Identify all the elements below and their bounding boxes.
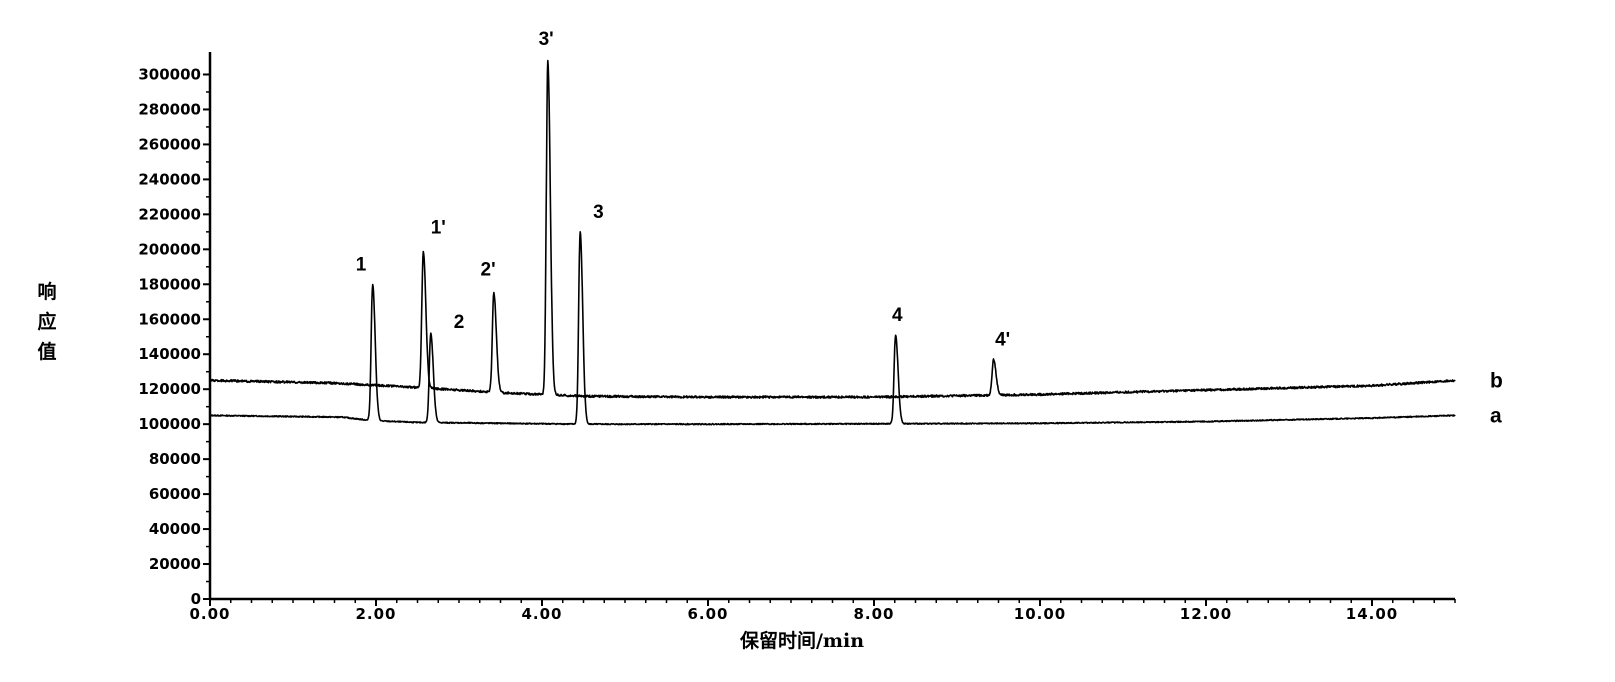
y-tick-label: 260000 bbox=[138, 135, 201, 153]
x-tick-label: 6.00 bbox=[687, 605, 728, 623]
x-tick-label: 0.00 bbox=[189, 605, 230, 623]
series-label-b: b bbox=[1490, 369, 1503, 392]
y-axis-ticks: 0 20000 40000 60000 80000 100000 120000 140000 1… bbox=[138, 65, 210, 608]
y-axis-title-char: 应 bbox=[37, 310, 56, 333]
series-line-a bbox=[209, 231, 1456, 426]
series-labels: ab bbox=[1490, 369, 1503, 427]
x-tick-label: 2.00 bbox=[355, 605, 396, 623]
x-tick-label: 8.00 bbox=[853, 605, 894, 623]
peak-label: 1' bbox=[431, 218, 446, 239]
peak-labels: 1 1' 2 2' 3' 3 4 4' bbox=[356, 29, 1010, 351]
y-tick-label: 40000 bbox=[149, 520, 201, 538]
peak-label: 2 bbox=[454, 312, 465, 333]
x-axis-title: 保留时间/min bbox=[739, 629, 864, 652]
y-tick-label: 300000 bbox=[138, 65, 201, 83]
y-axis-title-char: 值 bbox=[37, 340, 56, 363]
axes bbox=[208, 52, 1455, 601]
x-tick-label: 12.00 bbox=[1180, 605, 1232, 623]
y-tick-label: 280000 bbox=[138, 100, 201, 118]
y-tick-label: 100000 bbox=[138, 415, 201, 433]
peak-label: 1 bbox=[356, 254, 367, 275]
peak-label: 3' bbox=[539, 29, 554, 50]
y-tick-label: 200000 bbox=[138, 240, 201, 258]
y-tick-label: 60000 bbox=[149, 485, 201, 503]
series-lines bbox=[209, 59, 1456, 426]
series-label-a: a bbox=[1490, 404, 1502, 427]
y-tick-label: 140000 bbox=[138, 345, 201, 363]
x-tick-label: 14.00 bbox=[1346, 605, 1398, 623]
y-tick-label: 80000 bbox=[149, 450, 201, 468]
peak-label: 2' bbox=[481, 260, 496, 281]
y-tick-label: 240000 bbox=[138, 170, 201, 188]
y-tick-label: 20000 bbox=[149, 555, 201, 573]
y-tick-label: 0 bbox=[191, 590, 201, 608]
x-tick-label: 4.00 bbox=[521, 605, 562, 623]
y-axis-title-char: 响 bbox=[37, 280, 56, 303]
y-tick-label: 220000 bbox=[138, 205, 201, 223]
peak-label: 4' bbox=[995, 329, 1010, 350]
y-tick-label: 120000 bbox=[138, 380, 201, 398]
series-line-b bbox=[209, 59, 1456, 399]
peak-label: 3 bbox=[593, 202, 604, 223]
y-tick-label: 160000 bbox=[138, 310, 201, 328]
y-axis-title: 响应值 bbox=[37, 280, 56, 363]
peak-label: 4 bbox=[892, 305, 903, 326]
x-tick-label: 10.00 bbox=[1014, 605, 1066, 623]
y-tick-label: 180000 bbox=[138, 275, 201, 293]
x-axis-ticks: 0.00 2.00 4.00 6.00 8.00 10.00 12.00 14.00 bbox=[189, 599, 1456, 623]
